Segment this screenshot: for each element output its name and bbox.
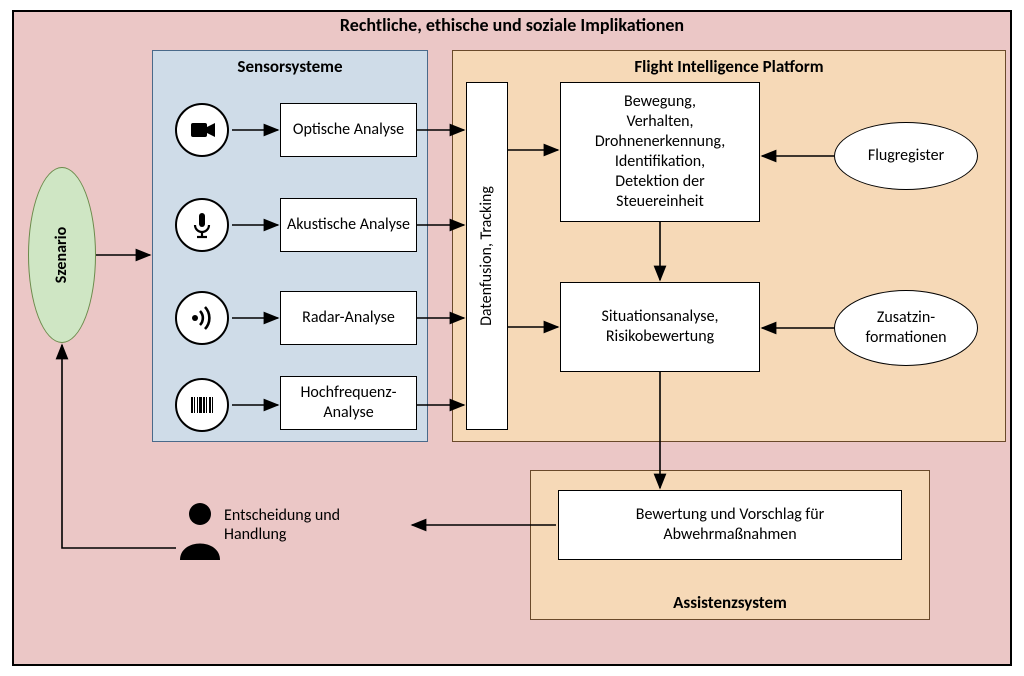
zusatz-node: Zusatzin-formationen (834, 290, 978, 366)
sensor-node-hf: Hochfrequenz-Analyse (280, 376, 417, 430)
analysis2-node: Situationsanalyse,Risikobewertung (560, 282, 760, 372)
scenario-node: Szenario (28, 167, 96, 343)
sensor-panel-title: Sensorsysteme (152, 56, 428, 77)
fip-panel-title: Flight Intelligence Platform (452, 56, 1006, 77)
flugregister-node: Flugregister (834, 122, 978, 190)
analysis1-node: Bewegung,Verhalten,Drohnenerkennung,Iden… (560, 82, 760, 222)
person-icon (176, 500, 224, 560)
person-label: Entscheidung undHandlung (224, 506, 424, 544)
mic-icon (175, 198, 229, 252)
barcode-icon (175, 378, 229, 432)
sensor-node-akustische: Akustische Analyse (280, 198, 417, 252)
camera-icon (175, 103, 229, 157)
sensor-node-radar: Radar-Analyse (280, 291, 417, 345)
assist-panel-title: Assistenzsystem (530, 592, 930, 613)
fusion-node: Datenfusion, Tracking (466, 82, 508, 430)
sensor-node-optische: Optische Analyse (280, 103, 417, 157)
outer-panel-title: Rechtliche, ethische und soziale Implika… (12, 14, 1012, 36)
radar-icon (175, 291, 229, 345)
bewertung-node: Bewertung und Vorschlag fürAbwehrmaßnahm… (558, 490, 902, 560)
